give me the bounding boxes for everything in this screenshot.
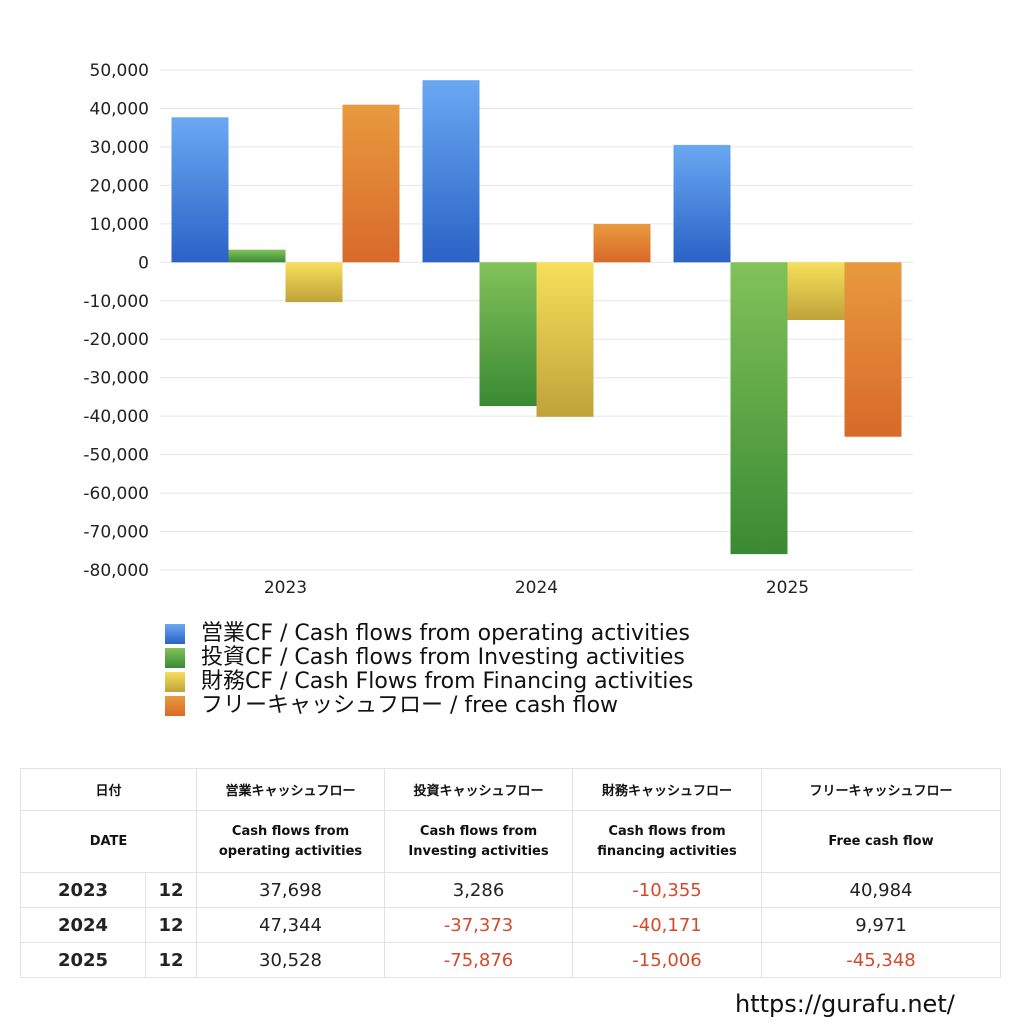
header-operating-en-line1: Cash flows from (231, 823, 350, 839)
x-tick-label: 2025 (766, 578, 809, 598)
table-row: 2023 12 37,698 3,286 -10,355 40,984 (20, 872, 1002, 908)
header-financing-en-line2: financing activities (597, 843, 737, 859)
header-date-en: DATE (19, 810, 198, 873)
x-tick-label: 2023 (264, 578, 307, 598)
y-tick-label: 0 (138, 253, 149, 273)
bar-free-2025 (844, 262, 902, 437)
table-row: 2024 12 47,344 -37,373 -40,171 9,971 (20, 907, 1002, 943)
legend-item-operating: 営業CF / Cash flows from operating activit… (165, 622, 693, 646)
header-operating-en: Cash flows from operating activities (196, 810, 386, 873)
legend-swatch-operating (165, 624, 185, 644)
legend-swatch-financing (165, 672, 185, 692)
cell-financing: -40,171 (572, 907, 763, 943)
legend-label-free: フリーキャッシュフロー / free cash flow (201, 693, 619, 718)
y-tick-label: -70,000 (83, 523, 149, 543)
cell-free: 9,971 (761, 907, 1002, 943)
bar-financing-2023 (285, 262, 343, 303)
y-tick-label: -30,000 (83, 369, 149, 389)
header-financing-en: Cash flows from financing activities (572, 810, 763, 873)
x-axis-ticks: 2023 2024 2025 (264, 578, 809, 598)
legend-label-investing: 投資CF / Cash flows from Investing activit… (201, 645, 685, 670)
table-row: 2025 12 30,528 -75,876 -15,006 -45,348 (20, 942, 1002, 978)
legend-label-operating: 営業CF / Cash flows from operating activit… (201, 621, 690, 646)
header-financing-en-line1: Cash flows from (608, 823, 726, 839)
cell-year: 2025 (20, 942, 146, 978)
header-financing-ja: 財務キャッシュフロー (572, 768, 763, 811)
cell-operating: 37,698 (196, 872, 386, 908)
header-free-ja: フリーキャッシュフロー (761, 768, 1002, 811)
cash-flow-bar-chart: 50,000 40,000 30,000 20,000 10,000 0 -10,000 -2… (83, 61, 913, 598)
bar-free-2023 (342, 104, 400, 263)
cell-financing: -15,006 (572, 942, 763, 978)
y-tick-label: 40,000 (90, 99, 149, 119)
cell-operating: 47,344 (196, 907, 386, 943)
bar-investing-2025 (730, 262, 788, 555)
cell-free: 40,984 (761, 872, 1002, 908)
bar-operating-2023 (171, 117, 229, 263)
y-tick-label: 30,000 (90, 138, 149, 158)
bar-investing-2024 (479, 262, 537, 407)
legend-swatch-investing (165, 648, 185, 668)
y-axis-ticks: 50,000 40,000 30,000 20,000 10,000 0 -10,000 -2… (83, 61, 149, 581)
cell-year: 2023 (20, 872, 146, 908)
site-url[interactable]: https://gurafu.net/ (735, 990, 955, 1018)
y-tick-label: -50,000 (83, 446, 149, 466)
header-operating-ja: 営業キャッシュフロー (196, 768, 386, 811)
y-tick-label: -40,000 (83, 407, 149, 427)
header-investing-ja: 投資キャッシュフロー (384, 768, 574, 811)
cell-operating: 30,528 (196, 942, 386, 978)
y-tick-label: -20,000 (83, 330, 149, 350)
cell-financing: -10,355 (572, 872, 763, 908)
legend-label-financing: 財務CF / Cash Flows from Financing activit… (201, 669, 694, 694)
cell-investing: -37,373 (384, 907, 574, 943)
cell-investing: -75,876 (384, 942, 574, 978)
y-tick-label: 10,000 (90, 215, 149, 235)
header-date-ja: 日付 (19, 768, 198, 811)
bar-operating-2024 (422, 80, 480, 263)
y-tick-label: -80,000 (83, 561, 149, 581)
header-operating-en-line2: operating activities (218, 843, 363, 859)
legend-item-financing: 財務CF / Cash Flows from Financing activit… (165, 670, 693, 694)
y-tick-label: -60,000 (83, 484, 149, 504)
header-investing-en-line2: Investing activities (408, 843, 549, 859)
bar-financing-2025 (787, 262, 845, 321)
legend-item-investing: 投資CF / Cash flows from Investing activit… (165, 646, 693, 670)
cell-investing: 3,286 (384, 872, 574, 908)
cell-month: 12 (144, 942, 198, 978)
header-investing-en: Cash flows from Investing activities (384, 810, 574, 873)
cell-year: 2024 (20, 907, 146, 943)
y-tick-label: 20,000 (90, 176, 149, 196)
cash-flow-table: 日付 営業キャッシュフロー 投資キャッシュフロー 財務キャッシュフロー フリーキ… (19, 768, 1002, 978)
cell-month: 12 (144, 907, 198, 943)
table-header-ja: 日付 営業キャッシュフロー 投資キャッシュフロー 財務キャッシュフロー フリーキ… (19, 768, 1002, 811)
bar-investing-2023 (228, 249, 286, 263)
header-free-en: Free cash flow (761, 810, 1002, 873)
cell-free: -45,348 (761, 942, 1002, 978)
bar-financing-2024 (536, 262, 594, 417)
legend-swatch-free (165, 696, 185, 716)
legend: 営業CF / Cash flows from operating activit… (165, 622, 693, 718)
bar-free-2024 (593, 223, 651, 263)
legend-item-free: フリーキャッシュフロー / free cash flow (165, 694, 693, 718)
bar-operating-2025 (673, 144, 731, 263)
header-investing-en-line1: Cash flows from (419, 823, 538, 839)
x-tick-label: 2024 (515, 578, 558, 598)
bars (171, 80, 902, 555)
table-header-en: DATE Cash flows from operating activitie… (19, 810, 1002, 873)
y-tick-label: 50,000 (90, 61, 149, 81)
y-tick-label: -10,000 (83, 292, 149, 312)
cell-month: 12 (144, 872, 198, 908)
